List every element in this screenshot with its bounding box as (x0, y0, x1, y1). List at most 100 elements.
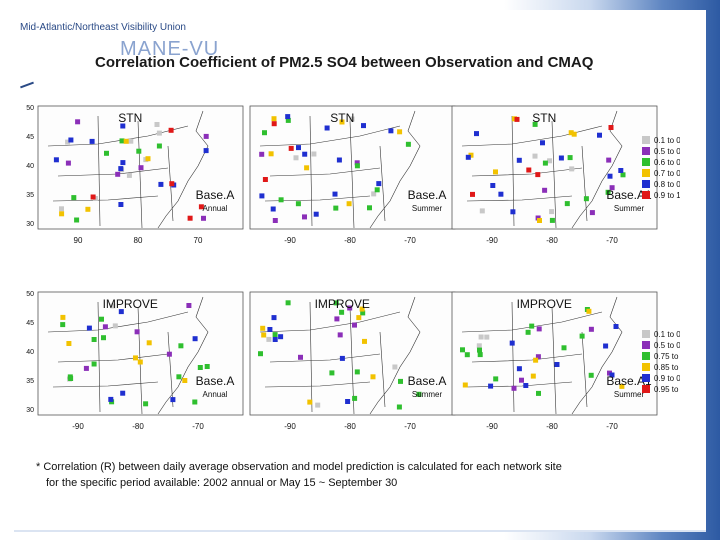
site-marker (493, 169, 498, 175)
correlation-maps: STN Base.A Annual 90 80 70 50 45 40 35 30 STN Base.A… (26, 105, 680, 431)
legend-label: 0.5 to 0.6 (654, 147, 680, 156)
site-marker (603, 343, 609, 349)
site-marker (307, 399, 313, 405)
legend-label: 0.1 to 0.5 (654, 136, 680, 145)
site-marker (370, 374, 376, 380)
site-marker (478, 334, 484, 340)
site-marker (618, 168, 624, 173)
y-tick-label: 35 (26, 378, 34, 385)
site-marker (510, 209, 516, 215)
case-label: Base.A (408, 188, 447, 202)
period-label: Summer (412, 204, 443, 213)
map-frame (37, 291, 244, 416)
period-label: Summer (614, 204, 645, 213)
map-panel: IMPROVE Base.A Annual -90 -80 -70 50 45 40 35 30 (26, 291, 244, 431)
site-marker (137, 359, 143, 365)
site-marker (278, 334, 284, 340)
site-marker (542, 160, 548, 166)
site-marker (311, 151, 317, 157)
site-marker (178, 343, 184, 349)
site-marker (154, 122, 160, 127)
legend-label: 0.5 to 0.75 (654, 341, 680, 350)
site-marker (392, 364, 398, 370)
site-marker (136, 148, 142, 154)
map-frame (249, 105, 456, 230)
site-marker (361, 123, 366, 129)
y-tick-label: 50 (26, 105, 34, 112)
x-tick-label: -90 (486, 422, 498, 431)
site-marker (313, 211, 319, 217)
site-marker (479, 208, 485, 214)
site-marker (339, 355, 345, 361)
site-marker (354, 369, 360, 375)
site-marker (561, 345, 567, 351)
site-marker (609, 185, 615, 191)
site-marker (359, 306, 365, 312)
site-marker (490, 183, 496, 188)
site-marker (549, 209, 555, 215)
case-label: Base.A1 (606, 188, 652, 202)
site-marker (516, 157, 522, 163)
site-marker (493, 376, 499, 382)
y-tick-label: 35 (26, 192, 34, 199)
site-marker (558, 155, 564, 161)
site-marker (192, 399, 198, 405)
site-marker (514, 116, 520, 122)
site-marker (529, 323, 535, 329)
site-marker (374, 187, 380, 193)
site-marker (535, 172, 541, 178)
x-tick-label: -70 (606, 236, 618, 245)
site-marker (186, 303, 192, 308)
site-marker (293, 155, 299, 161)
site-marker (464, 352, 470, 358)
site-marker (285, 117, 291, 123)
period-label: Summer (412, 390, 443, 399)
site-marker (156, 130, 162, 136)
site-marker (187, 215, 193, 221)
map-panel: IMPROVE Base.A Summer -90 -80 -70 (249, 291, 456, 431)
site-marker (526, 167, 532, 173)
legend-swatch (642, 330, 650, 338)
logo: MANE-VU (120, 38, 220, 60)
site-marker (405, 141, 411, 147)
network-label: IMPROVE (103, 297, 158, 311)
site-marker (537, 218, 542, 223)
site-marker (67, 374, 73, 380)
legend-swatch (642, 385, 650, 393)
site-marker (104, 150, 109, 156)
site-marker (567, 155, 573, 161)
site-marker (83, 365, 89, 371)
site-marker (523, 383, 529, 388)
site-marker (66, 341, 72, 346)
site-marker (488, 383, 494, 389)
org-name: Mid-Atlantic/Northeast Visibility Union (20, 22, 186, 33)
footnote-line-1: * Correlation (R) between daily average … (36, 461, 562, 473)
site-marker (352, 322, 357, 328)
site-marker (166, 351, 172, 357)
stn-legend: 0.1 to 0.5 0.5 to 0.6 0.6 to 0.7 0.7 to 0.8… (642, 136, 680, 200)
y-tick-label: 30 (26, 407, 34, 414)
site-marker (579, 333, 585, 339)
site-marker (354, 163, 360, 169)
site-marker (85, 206, 91, 212)
site-marker (476, 343, 482, 349)
site-marker (536, 326, 542, 332)
site-marker (110, 303, 116, 309)
site-marker (597, 132, 602, 138)
site-marker (278, 197, 284, 203)
site-marker (158, 181, 164, 187)
site-marker (74, 217, 80, 223)
site-marker (86, 325, 92, 331)
site-marker (333, 205, 339, 211)
site-marker (118, 202, 124, 207)
site-marker (115, 171, 121, 177)
legend-swatch (642, 341, 650, 349)
site-marker (356, 315, 362, 321)
x-tick-label: 80 (134, 236, 143, 245)
site-marker (128, 138, 134, 144)
site-marker (367, 205, 372, 211)
legend-swatch (642, 147, 650, 155)
site-marker (156, 143, 162, 149)
site-marker (302, 151, 308, 157)
site-marker (376, 181, 382, 187)
